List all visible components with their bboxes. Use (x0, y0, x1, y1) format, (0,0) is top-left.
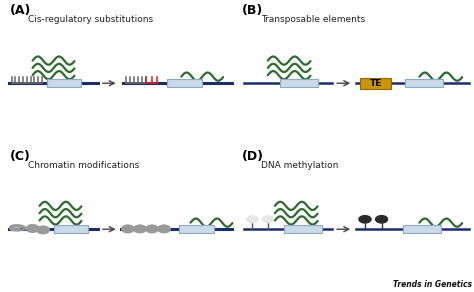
Text: (A): (A) (9, 4, 31, 18)
Bar (179, 225, 214, 233)
Text: Cis-regulatory substitutions: Cis-regulatory substitutions (28, 15, 153, 24)
Circle shape (121, 225, 134, 233)
Bar (54, 225, 88, 233)
Text: Chromatin modifications: Chromatin modifications (28, 161, 139, 170)
Circle shape (359, 215, 371, 223)
Bar (280, 79, 318, 87)
Circle shape (157, 225, 171, 233)
Text: (B): (B) (242, 4, 263, 18)
Circle shape (375, 215, 388, 223)
Text: TE: TE (369, 79, 382, 88)
Text: Trends in Genetics: Trends in Genetics (392, 280, 472, 289)
Text: (D): (D) (242, 150, 264, 164)
Bar (403, 225, 441, 233)
Bar (167, 79, 202, 87)
Circle shape (133, 225, 146, 233)
Circle shape (246, 216, 258, 223)
Circle shape (146, 225, 158, 233)
Text: (C): (C) (9, 150, 30, 164)
Circle shape (26, 224, 39, 232)
Bar (405, 79, 443, 87)
Bar (284, 225, 322, 233)
Text: Transposable elements: Transposable elements (261, 15, 365, 24)
Text: DNA methylation: DNA methylation (261, 161, 338, 170)
Circle shape (262, 216, 273, 223)
Bar (360, 78, 391, 89)
Circle shape (36, 226, 50, 234)
Bar (46, 79, 82, 87)
